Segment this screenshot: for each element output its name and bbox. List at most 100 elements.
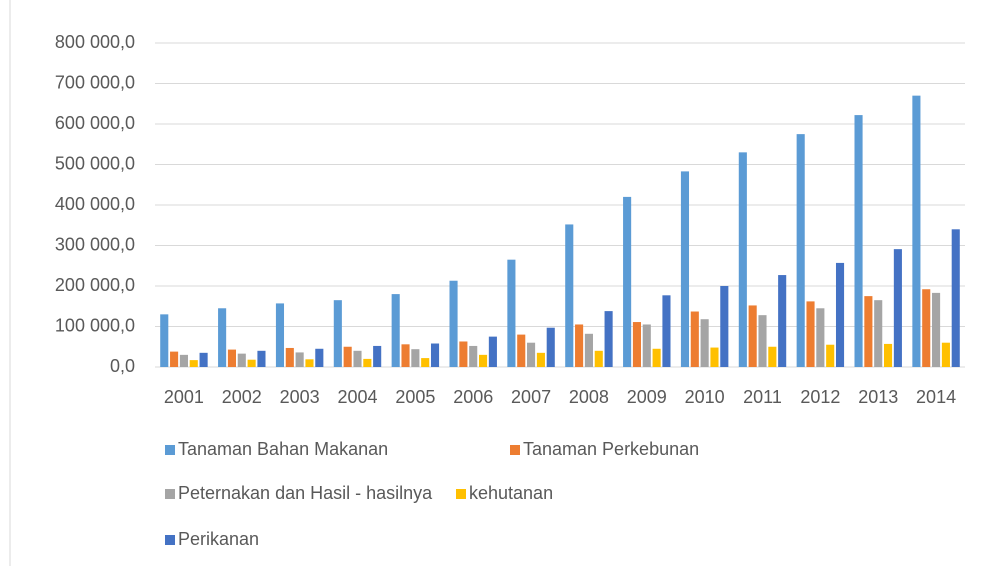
bar [680,171,690,367]
legend-label: Tanaman Perkebunan [523,439,699,459]
bar [411,349,420,367]
x-tick-label: 2003 [280,387,320,407]
bar [835,262,845,367]
bar [546,327,555,367]
bar [604,311,613,367]
legend-label: Tanaman Bahan Makanan [178,439,388,459]
bar [305,359,314,367]
bar [874,300,883,367]
bar [315,348,324,367]
bar [479,354,488,367]
bar [536,352,545,367]
bar [662,295,671,367]
bar [720,286,729,367]
bar [854,115,863,367]
y-tick-label: 300 000,0 [55,234,135,254]
legend-swatch [456,489,466,499]
y-tick-label: 0,0 [110,356,135,376]
bar [257,350,266,367]
bar [632,322,641,367]
x-tick-label: 2008 [569,387,609,407]
bar [247,359,256,367]
bar [227,349,236,367]
bar [517,334,526,367]
bar [864,296,873,367]
bar [449,280,458,367]
bar [941,342,950,367]
bar [353,350,362,367]
y-tick-label: 800 000,0 [55,32,135,52]
bar [275,303,285,367]
bar [507,259,516,367]
bar [421,358,430,367]
bar [391,294,400,367]
x-tick-label: 2002 [222,387,262,407]
bar [796,134,805,367]
y-tick-label: 600 000,0 [55,113,135,133]
legend-label: kehutanan [469,483,553,503]
legend-swatch [165,535,175,545]
bar [218,308,227,367]
bar [912,95,921,368]
bar [623,196,632,367]
y-tick-label: 100 000,0 [55,315,135,335]
x-tick-label: 2009 [627,387,667,407]
bar [652,348,661,367]
legend-label: Peternakan dan Hasil - hasilnya [178,483,433,503]
x-tick-label: 2007 [511,387,551,407]
y-tick-label: 500 000,0 [55,153,135,173]
bar [237,353,246,367]
x-tick-label: 2004 [337,387,377,407]
legend-swatch [165,445,175,455]
bar [778,275,787,367]
bar [189,360,198,367]
bar [700,319,709,367]
bar [748,305,757,367]
bar [922,289,931,367]
bar [295,352,304,367]
x-tick-label: 2012 [800,387,840,407]
y-tick-label: 200 000,0 [55,275,135,295]
legend-swatch [510,445,520,455]
bar [893,249,902,367]
bar [170,351,179,367]
bar [333,300,342,367]
bar [160,314,169,367]
legend-swatch [165,489,175,499]
bar [459,341,468,367]
bar [816,308,825,367]
x-tick-label: 2014 [916,387,956,407]
y-tick-label: 700 000,0 [55,72,135,92]
x-tick-label: 2013 [858,387,898,407]
bar [951,229,960,367]
bar [401,344,410,367]
bar [710,347,719,367]
bar [179,354,188,367]
bar [932,292,941,367]
bar [584,333,593,367]
bar [575,324,584,367]
bar [373,345,382,367]
bar [806,301,815,367]
bar [343,346,352,367]
bar [690,311,699,367]
bar [768,346,777,367]
x-tick-label: 2010 [685,387,725,407]
bar [884,343,893,367]
x-tick-label: 2005 [395,387,435,407]
bar [488,336,497,367]
bar [738,152,747,367]
x-tick-label: 2006 [453,387,493,407]
x-tick-label: 2001 [164,387,204,407]
bar [565,224,574,367]
bar [363,358,372,367]
bar [285,347,294,367]
bar [826,344,835,367]
bar [430,343,440,367]
bar [469,345,478,367]
bar [642,324,651,367]
legend-label: Perikanan [178,529,259,549]
bar [199,352,208,367]
y-tick-label: 400 000,0 [55,194,135,214]
bar [758,315,767,367]
